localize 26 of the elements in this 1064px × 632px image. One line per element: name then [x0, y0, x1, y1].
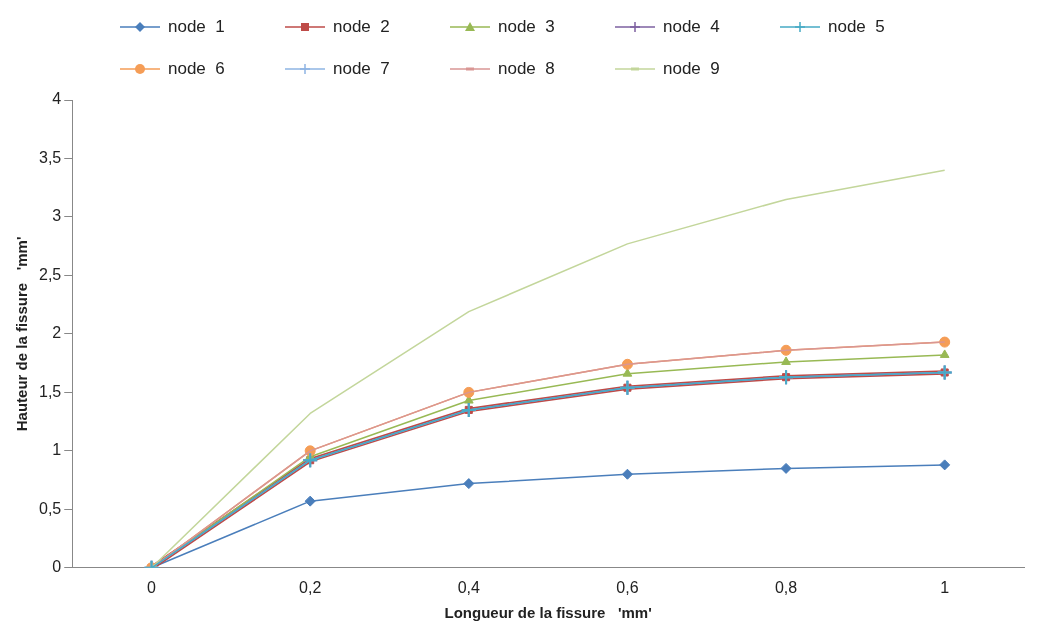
- y-tick-label: 3: [52, 207, 62, 225]
- legend-label: node 8: [498, 59, 555, 79]
- x-tick-label: 1: [940, 578, 950, 596]
- y-tick-label: 3,5: [38, 148, 62, 166]
- legend-label: node 4: [663, 17, 720, 37]
- y-tick-label: 4: [52, 90, 62, 108]
- y-tick-label: 2: [52, 324, 62, 342]
- x-tick-label: 0,2: [299, 578, 322, 596]
- x-tick-label: 0: [147, 578, 157, 596]
- legend-label: node 1: [168, 17, 225, 37]
- y-tick-label: 0: [52, 558, 62, 576]
- x-axis-title: Longueur de la fissure 'mm': [444, 604, 652, 622]
- y-tick-label: 1,5: [38, 382, 62, 400]
- y-tick-label: 2,5: [38, 265, 62, 283]
- legend-label: node 6: [168, 59, 225, 79]
- y-tick-label: 0,5: [38, 499, 62, 517]
- y-axis-title: Hauteur de la fissure 'mm': [13, 236, 31, 432]
- legend-label: node 5: [828, 17, 885, 37]
- legend-label: node 9: [663, 59, 720, 79]
- legend-label: node 2: [333, 17, 390, 37]
- x-tick-label: 0,4: [457, 578, 481, 596]
- legend-label: node 7: [333, 59, 390, 79]
- y-tick-label: 1: [52, 441, 62, 459]
- x-tick-label: 0,8: [774, 578, 798, 596]
- x-tick-label: 0,6: [616, 578, 639, 596]
- legend-label: node 3: [498, 17, 555, 37]
